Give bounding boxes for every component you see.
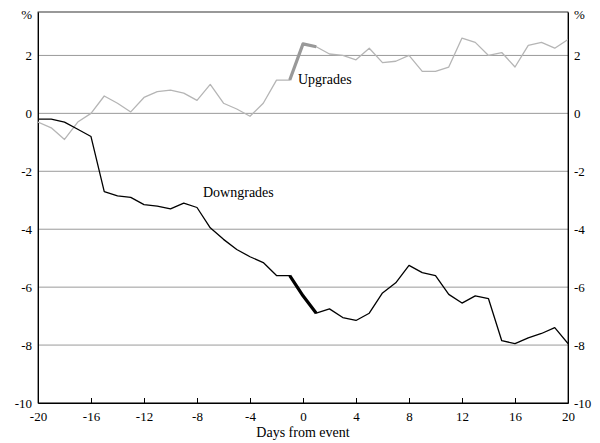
tick-mark — [356, 398, 357, 403]
y-axis-right: -10 -8 -6 -4 -2 0 2 — [568, 13, 591, 411]
y-tick: 0 — [568, 106, 581, 121]
x-tick: 16 — [509, 398, 523, 424]
x-tick: -4 — [245, 398, 256, 424]
x-axis-title: Days from event — [256, 425, 349, 440]
tick-label: 12 — [456, 409, 469, 424]
tick-label: 4 — [353, 409, 360, 424]
tick-label: 0 — [574, 106, 581, 121]
axis-line — [38, 13, 39, 404]
grid-line — [38, 171, 568, 172]
tick-label: -6 — [21, 280, 32, 295]
tick-mark — [462, 398, 463, 403]
y-tick: 0 — [26, 106, 39, 121]
x-tick: -16 — [83, 398, 101, 424]
y-tick: -10 — [568, 396, 591, 411]
tick-mark — [91, 398, 92, 403]
y-tick: -4 — [21, 222, 38, 237]
tick-label: -6 — [574, 280, 585, 295]
tick-label: -8 — [21, 338, 32, 353]
tick-label: 2 — [26, 48, 33, 63]
y-tick: -8 — [21, 338, 38, 353]
tick-label: -8 — [574, 338, 585, 353]
tick-label: -10 — [15, 396, 32, 411]
tick-mark — [515, 398, 516, 403]
tick-mark — [409, 398, 410, 403]
y-tick: 2 — [568, 48, 581, 63]
series-line — [38, 38, 568, 139]
axis-line — [39, 403, 569, 404]
tick-mark — [197, 398, 198, 403]
tick-label: -20 — [30, 409, 47, 424]
tick-label: -8 — [192, 409, 203, 424]
x-tick: -12 — [136, 398, 153, 424]
y-unit-label: % — [21, 7, 32, 22]
tick-label: 20 — [562, 409, 575, 424]
x-axis: -20 -16 -12 -8 -4 0 4 8 12 16 20 — [30, 398, 575, 424]
tick-label: 8 — [406, 409, 413, 424]
tick-mark — [303, 398, 304, 403]
grid — [38, 55, 568, 403]
tick-label: -12 — [136, 409, 153, 424]
axis-line — [568, 13, 569, 404]
x-tick: 12 — [456, 398, 469, 424]
grid-line — [38, 287, 568, 288]
tick-label: 2 — [574, 48, 581, 63]
grid-line — [38, 345, 568, 346]
chart: -20-16-12-8-4048121620-10-8-6-4-202-10-8… — [0, 0, 600, 443]
tick-label: -2 — [574, 164, 585, 179]
y-tick: -6 — [568, 280, 585, 295]
grid-line — [38, 229, 568, 230]
tick-label: -10 — [574, 396, 591, 411]
tick-label: 16 — [509, 409, 523, 424]
tick-mark — [250, 398, 251, 403]
tick-label: -2 — [21, 164, 32, 179]
series-label: Upgrades — [298, 72, 352, 87]
x-tick: 8 — [406, 398, 413, 424]
y-unit-label: % — [574, 7, 585, 22]
y-tick: 2 — [26, 48, 39, 63]
y-tick: -2 — [21, 164, 38, 179]
highlight-line — [290, 276, 317, 314]
grid-line — [38, 113, 568, 114]
tick-label: 0 — [26, 106, 33, 121]
y-tick: -8 — [568, 338, 585, 353]
series-label: Downgrades — [203, 185, 274, 200]
x-tick: 4 — [353, 398, 360, 424]
y-tick: -2 — [568, 164, 585, 179]
y-tick: -10 — [15, 396, 38, 411]
x-tick: -8 — [192, 398, 203, 424]
tick-label: -4 — [245, 409, 256, 424]
series-line — [38, 119, 568, 343]
y-tick: -4 — [568, 222, 585, 237]
tick-label: 0 — [300, 409, 307, 424]
y-tick: -6 — [21, 280, 38, 295]
tick-label: -4 — [21, 222, 32, 237]
tick-mark — [144, 398, 145, 403]
y-axis-left: -10 -8 -6 -4 -2 0 2 — [15, 13, 39, 411]
plot-frame — [38, 12, 568, 403]
tick-label: -4 — [574, 222, 585, 237]
tick-label: -16 — [83, 409, 101, 424]
x-tick: 0 — [300, 398, 307, 424]
lines — [38, 38, 568, 344]
